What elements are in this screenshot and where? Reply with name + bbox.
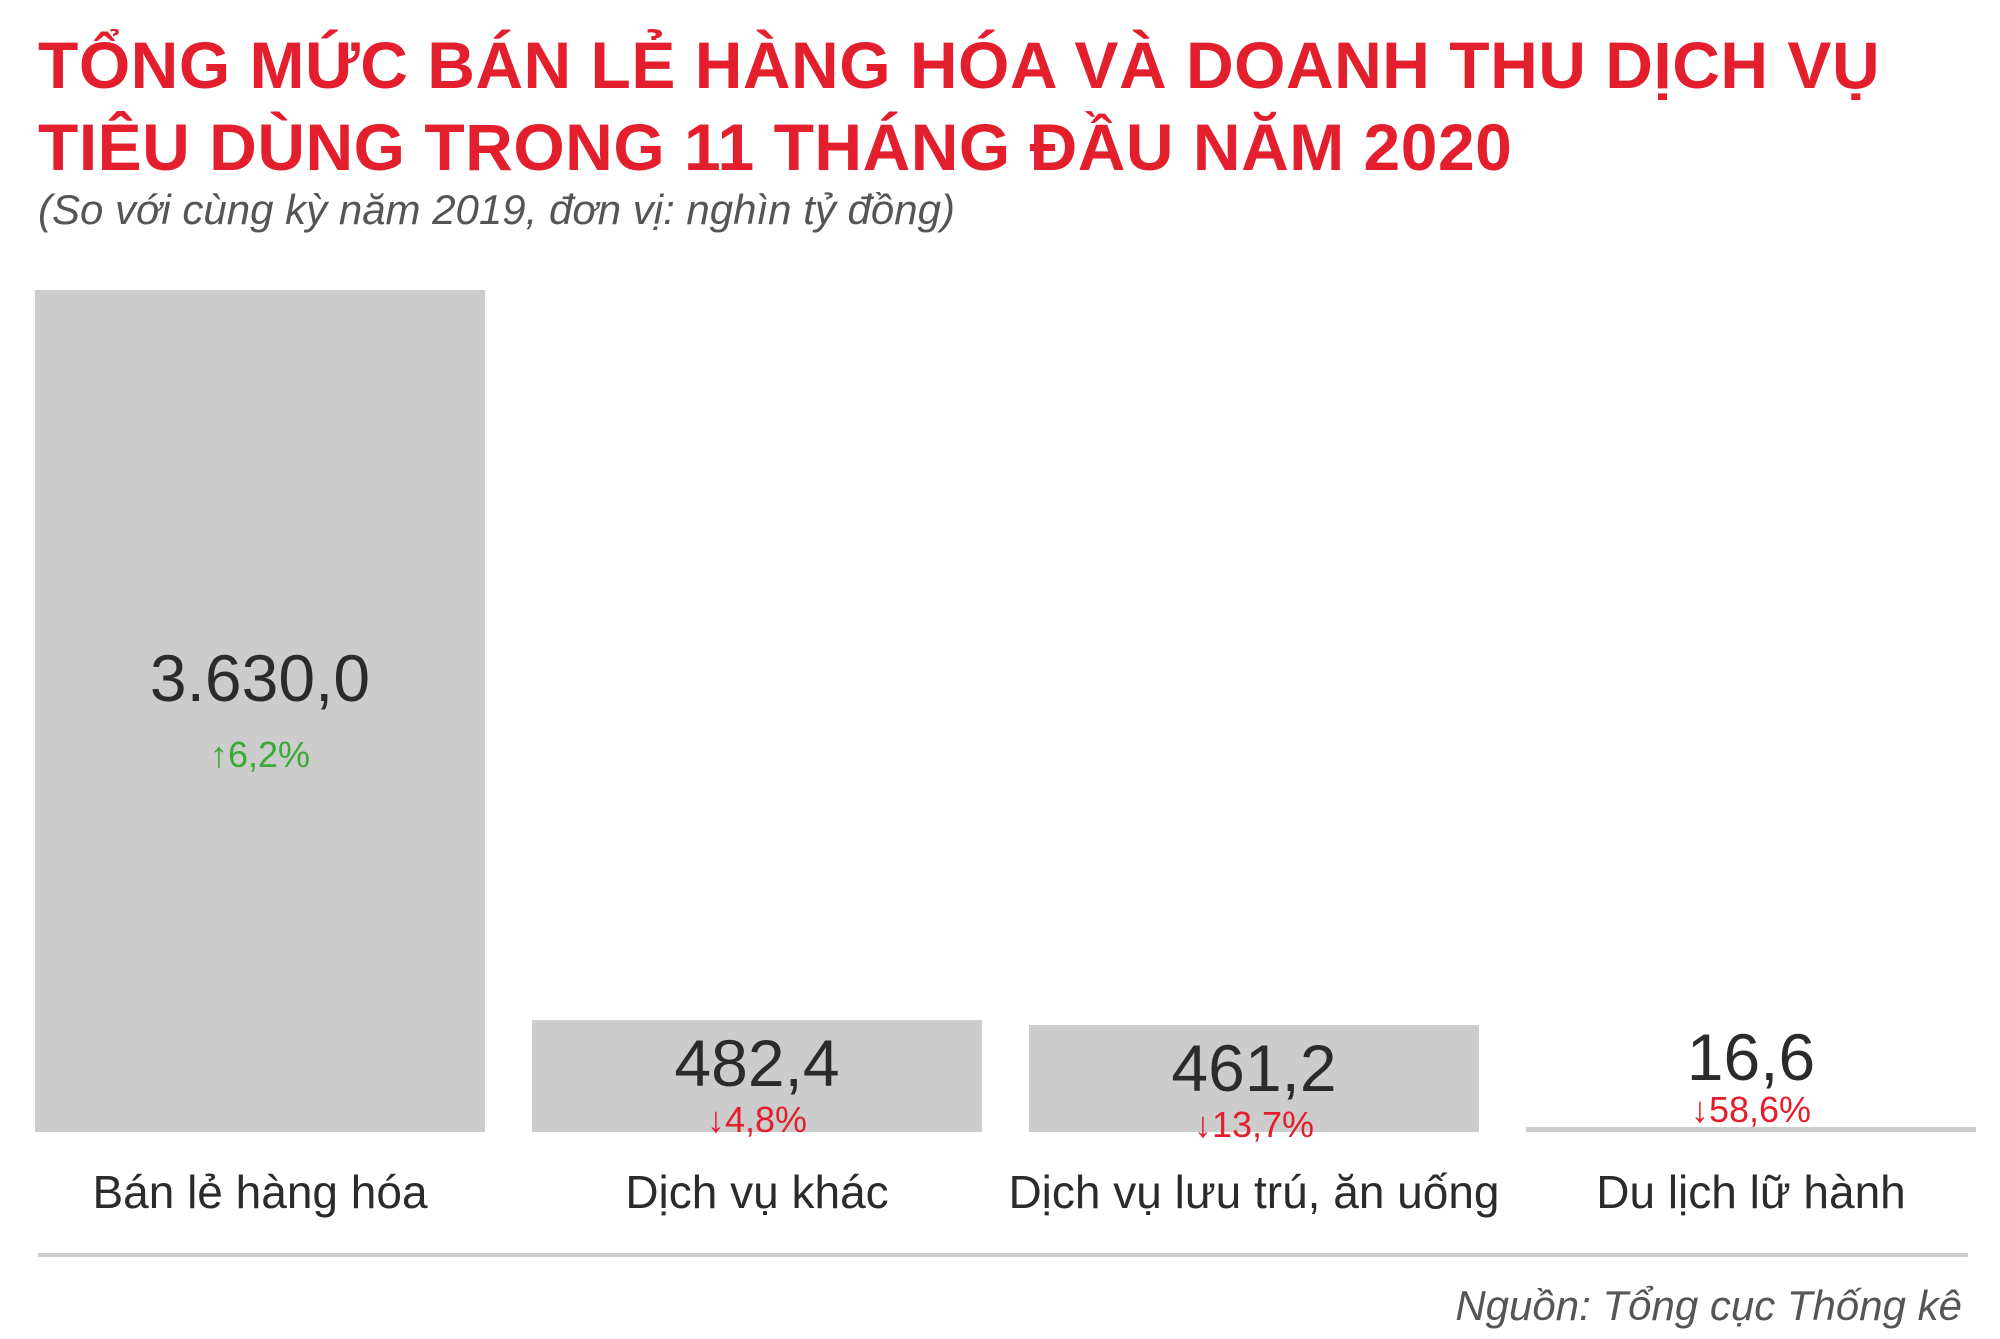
value-label: 461,2 [1171,1031,1336,1105]
change-label: ↓13,7% [1194,1104,1314,1145]
change-label: ↑6,2% [210,734,310,775]
change-label: ↓4,8% [707,1099,807,1140]
category-label: Dịch vụ lưu trú, ăn uống [1008,1166,1499,1218]
bar [532,1020,982,1132]
category-label: Du lịch lữ hành [1596,1166,1906,1218]
chart-title: TỔNG MỨC BÁN LẺ HÀNG HÓA VÀ DOANH THU DỊ… [38,28,1881,184]
bar [1526,1127,1976,1132]
category-label: Bán lẻ hàng hóa [92,1166,427,1218]
bar [35,290,485,1132]
value-label: 482,4 [674,1026,839,1100]
bar [1029,1025,1479,1132]
footer-divider [38,1253,1968,1257]
change-label: ↓58,6% [1691,1089,1811,1130]
source-note: Nguồn: Tổng cục Thống kê [1455,1282,1962,1329]
value-label: 16,6 [1687,1020,1815,1094]
chart-subtitle: (So với cùng kỳ năm 2019, đơn vị: nghìn … [38,186,955,233]
value-label: 3.630,0 [150,641,370,715]
category-label: Dịch vụ khác [625,1166,888,1218]
